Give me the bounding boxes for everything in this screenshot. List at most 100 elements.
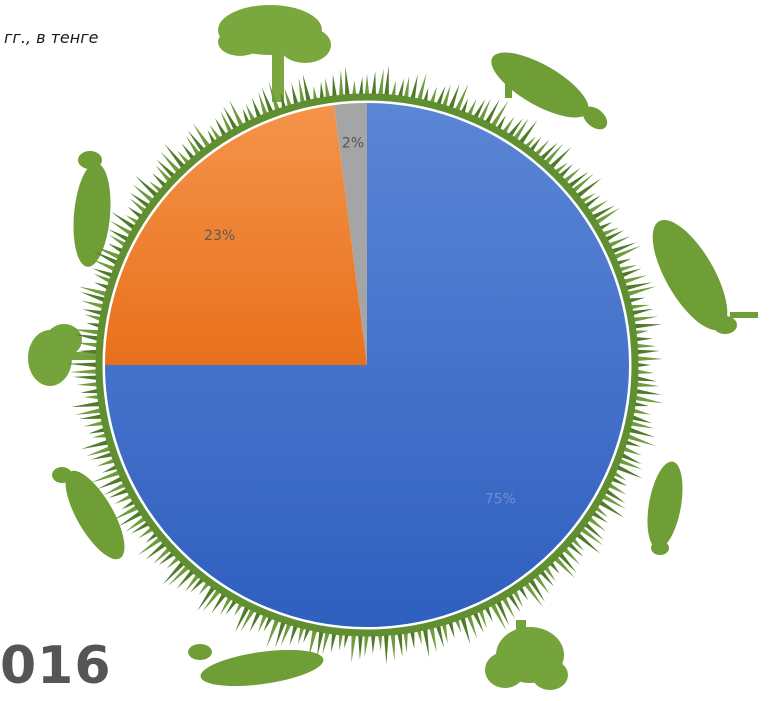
grass-blade	[118, 508, 146, 527]
grass-blade	[446, 83, 460, 113]
grass-blade	[197, 582, 219, 612]
grass-blade	[280, 619, 294, 647]
grass-blade	[458, 612, 471, 645]
grass-blade	[275, 617, 288, 648]
grass-blade	[78, 286, 112, 298]
grass-blade	[632, 381, 660, 387]
grass-blade	[612, 462, 643, 479]
grass-blade	[240, 605, 258, 632]
grass-blade	[164, 143, 188, 173]
grass-blade	[261, 87, 276, 118]
grass-blade	[81, 438, 113, 450]
grass-blade	[630, 394, 664, 404]
pie-labels: 75% 23% 2%	[204, 136, 516, 508]
grass-blade	[546, 146, 572, 173]
grass-blade	[162, 557, 188, 585]
grass-blade	[332, 73, 338, 102]
grass-blade	[521, 578, 543, 607]
grass-blade	[351, 630, 357, 663]
animal-icon	[188, 644, 324, 687]
grass-blade	[377, 68, 384, 100]
grass-blade	[160, 151, 184, 177]
grass-blade	[86, 444, 115, 457]
pie-slices	[105, 103, 629, 627]
grass-blade	[73, 375, 102, 381]
grass-blade	[192, 123, 213, 152]
grass-blade	[97, 474, 127, 490]
grass-blade	[568, 173, 595, 196]
grass-blade	[92, 259, 120, 274]
slice-label: 23%	[204, 228, 235, 244]
grass-blade	[132, 184, 158, 206]
grass-blade	[70, 400, 105, 408]
grass-blade	[223, 106, 241, 134]
grass-blade	[383, 630, 389, 665]
grass-blade	[452, 83, 469, 115]
grass-blade	[364, 630, 370, 657]
pie-slice	[105, 105, 367, 365]
grass-blade	[631, 388, 662, 395]
grass-blade	[614, 456, 643, 470]
grass-blade	[78, 349, 102, 355]
grass-blade	[428, 622, 437, 653]
grass-blade	[622, 286, 657, 298]
grass-blade	[308, 625, 319, 659]
grass-blade	[268, 81, 282, 115]
slice-label: 2%	[342, 136, 364, 152]
grass-blade	[364, 74, 370, 100]
grass-blade	[591, 207, 621, 227]
grass-blade	[91, 245, 125, 262]
grass-blade	[628, 316, 658, 323]
grass-blade	[109, 220, 136, 239]
grass-blade	[609, 245, 642, 262]
grass-blade	[626, 419, 655, 429]
grass-blade	[493, 596, 510, 626]
grass-blade	[632, 343, 657, 349]
slice-label: 75%	[485, 491, 516, 507]
pie-slice	[334, 103, 367, 365]
grass-blade	[594, 497, 625, 518]
grass-blade	[202, 586, 224, 612]
grass-blade	[572, 178, 602, 201]
tree-icon	[485, 620, 568, 690]
grass-blade	[464, 610, 478, 639]
grass-blade	[71, 329, 104, 336]
grass-blade	[572, 529, 601, 554]
grass-blade	[415, 73, 427, 105]
grass-blade	[76, 381, 102, 387]
grass-blade	[298, 78, 306, 108]
grass-blade	[92, 250, 122, 268]
grass-blade	[621, 282, 653, 292]
grass-blade	[632, 375, 657, 382]
grass-blade	[338, 70, 344, 101]
animal-icon	[73, 151, 111, 267]
animal-icon	[652, 219, 758, 334]
tree-icon	[28, 324, 98, 386]
grass-blade	[526, 574, 545, 602]
grass-blade	[409, 74, 418, 104]
grass-blade	[402, 76, 410, 103]
grass-blade	[258, 91, 270, 120]
grass-blade	[357, 630, 364, 660]
grass-blade	[73, 334, 103, 342]
grass-blade	[629, 323, 663, 330]
grass-blade	[67, 362, 102, 368]
grass-blade	[266, 615, 282, 648]
chart-subtitle: гг., в тенге	[4, 28, 99, 47]
year-label: 016	[0, 636, 112, 696]
decorative-silhouettes	[28, 5, 758, 690]
grass-blade	[80, 291, 110, 304]
grass-blade	[345, 66, 351, 100]
grass-blade	[111, 503, 143, 521]
grass-blade	[598, 491, 626, 509]
grass-blade	[440, 84, 451, 111]
grass-blade	[607, 242, 637, 256]
grass-blade	[322, 627, 332, 655]
grass-blade	[317, 626, 325, 657]
grass-blade	[541, 143, 564, 168]
grass-blade	[488, 100, 509, 131]
grass-blade	[619, 275, 647, 286]
grass-blade	[515, 120, 538, 148]
grass-blade	[75, 342, 102, 349]
